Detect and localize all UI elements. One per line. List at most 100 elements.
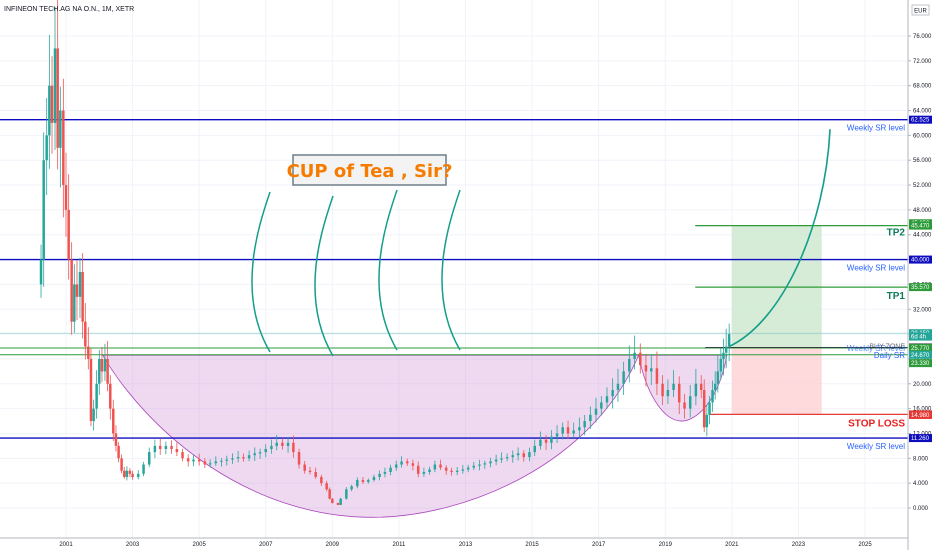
candle-body (572, 430, 575, 434)
candle-body (53, 48, 57, 123)
candle-body (461, 469, 465, 471)
y-tick-label: 32.000 (913, 307, 932, 313)
y-tick-label: 56.000 (913, 158, 932, 164)
candle-body (292, 442, 295, 453)
candle-body (270, 445, 273, 449)
candle-body (64, 185, 68, 210)
candle-body (281, 442, 284, 446)
candle-body (236, 457, 240, 459)
candle-body (578, 427, 581, 431)
y-tick-label: 52.000 (913, 183, 932, 189)
candle-body (325, 483, 328, 490)
price-tag-text: 11.260 (911, 436, 930, 442)
candle-body (533, 445, 536, 453)
candle-body (583, 421, 586, 428)
y-tick-label: 48.000 (913, 208, 932, 214)
candle-body (78, 272, 82, 297)
level-labels: Weekly SR level Weekly SR level Weekly SR … (847, 124, 906, 451)
candle-body (303, 464, 306, 471)
price-tag-text: 40.000 (911, 258, 930, 264)
candle-body (336, 503, 340, 505)
steam-arc (441, 189, 461, 351)
candles-layer (39, 0, 731, 506)
candle-body (589, 414, 592, 422)
candle-body (661, 383, 664, 397)
x-tick-label: 2001 (59, 542, 73, 548)
candle-body (70, 259, 73, 322)
candle-body (566, 427, 570, 434)
candle-body (50, 85, 54, 123)
x-tick-label: 2021 (725, 542, 739, 548)
candle-body (694, 383, 698, 397)
currency-label: EUR (914, 9, 927, 15)
y-tick-label: 44.000 (913, 233, 932, 239)
candle-body (109, 383, 112, 409)
candle-body (478, 464, 481, 466)
candle-body (258, 452, 262, 454)
steam-arc (378, 189, 398, 351)
candle-body (522, 453, 526, 458)
candle-body (314, 471, 317, 477)
candle-body (672, 383, 675, 390)
x-tick-label: 2023 (792, 542, 806, 548)
candle-body (158, 445, 162, 449)
cup-label: CUP of Tea , Sir? (287, 161, 453, 182)
candle-body (383, 471, 387, 474)
buy-zone-label: BUY ZONE (869, 344, 905, 351)
candle-body (203, 461, 207, 465)
cup-callout[interactable]: CUP of Tea , Sir? (287, 154, 453, 186)
price-tag (909, 410, 932, 419)
candle-body (433, 464, 437, 470)
candle-body (100, 358, 104, 372)
candle-body (106, 358, 109, 384)
candle-body (622, 371, 625, 384)
candle-body (411, 463, 415, 466)
price-tag-text: 23.330 (911, 361, 930, 367)
candle-body (84, 321, 87, 347)
candle-body (705, 414, 709, 428)
candle-body (142, 464, 145, 474)
price-tag (909, 434, 932, 443)
stop-loss-label: STOP LOSS (848, 418, 905, 429)
candle-body (114, 433, 118, 446)
x-tick-label: 2017 (592, 542, 606, 548)
y-tick-label: 60.000 (913, 133, 932, 139)
candle-body (699, 383, 703, 390)
candle-body (724, 346, 728, 353)
candle-body (683, 402, 686, 409)
candle-body (505, 457, 509, 459)
x-tick-label: 2015 (525, 542, 539, 548)
candle-body (123, 470, 126, 477)
candle-body (555, 433, 559, 437)
x-tick-label: 2019 (659, 542, 673, 548)
candle-body (81, 272, 84, 322)
candle-body (153, 445, 157, 453)
candle-body (702, 390, 706, 428)
price-tag (909, 283, 932, 292)
price-tag-text: 62.525 (911, 118, 930, 124)
candle-body (339, 498, 342, 505)
candle-body (605, 396, 609, 403)
candle-body (389, 467, 392, 472)
tp2-label: TP2 (887, 228, 906, 239)
candle-body (125, 470, 129, 477)
candle-body (320, 476, 323, 484)
candle-body (136, 473, 140, 477)
candle-body (539, 439, 542, 446)
price-tag (909, 350, 932, 359)
candle-body (39, 259, 43, 285)
y-tick-label: 72.000 (913, 59, 932, 65)
candle-body (722, 352, 725, 359)
candle-body (500, 458, 503, 460)
y-tick-label: 76.000 (913, 34, 932, 40)
overlay-layer (0, 119, 908, 518)
candle-body (439, 464, 442, 468)
candle-body (655, 368, 659, 384)
candle-body (117, 445, 120, 459)
candle-body (331, 498, 334, 504)
currency-badge[interactable]: EUR (911, 4, 930, 16)
candle-body (345, 489, 348, 499)
candle-body (616, 383, 620, 390)
